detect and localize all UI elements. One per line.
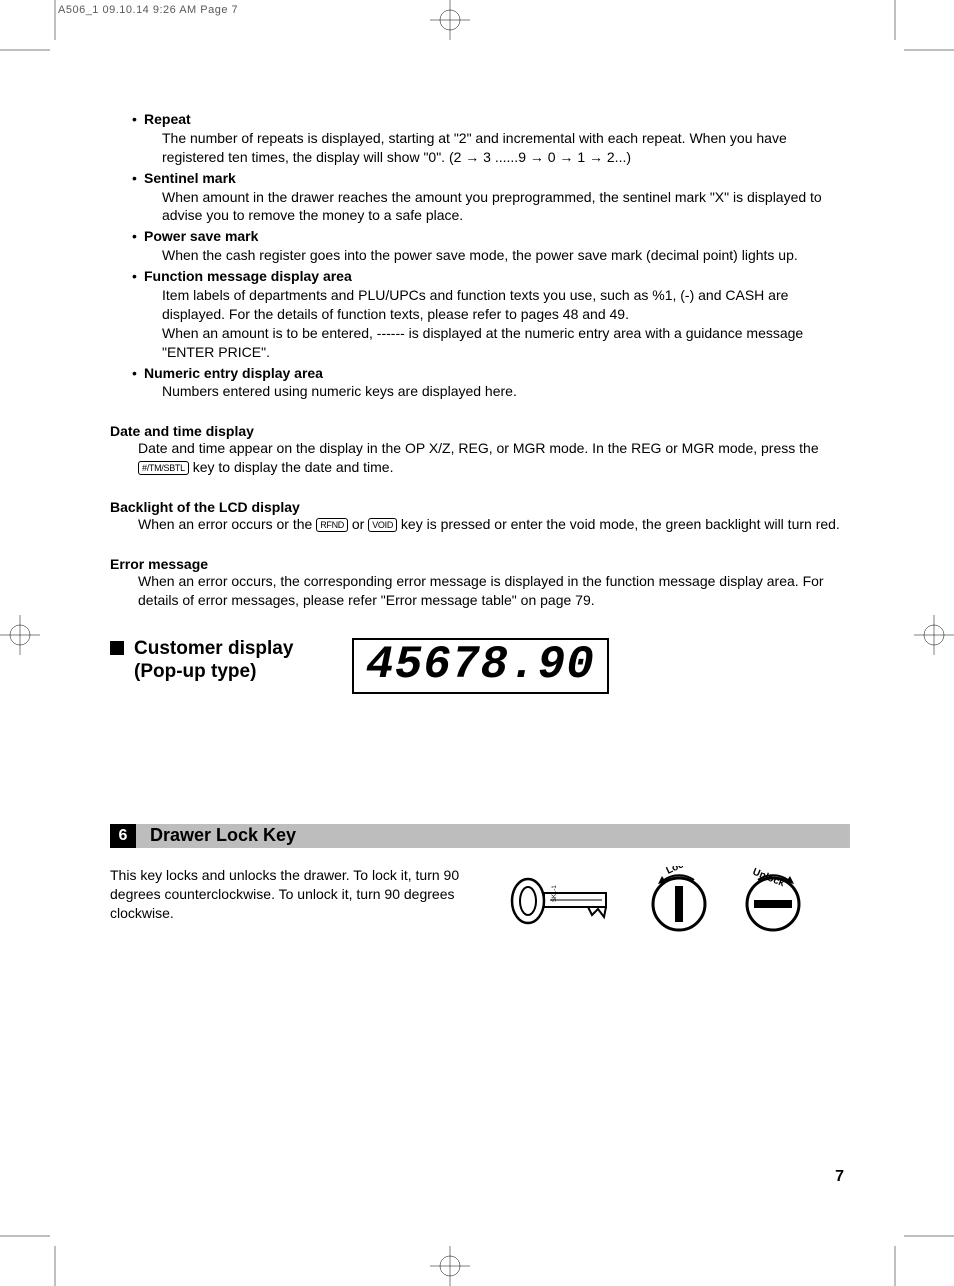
key-void: VOID bbox=[368, 518, 397, 532]
section6-body: This key locks and unlocks the drawer. T… bbox=[110, 866, 480, 936]
bullet-powersave-title: Power save mark bbox=[144, 228, 258, 244]
bullet-sentinel-body: When amount in the drawer reaches the am… bbox=[110, 188, 850, 226]
customer-display-title: Customer display bbox=[110, 638, 320, 661]
bullet-sentinel-title: Sentinel mark bbox=[144, 170, 236, 186]
section-title: Drawer Lock Key bbox=[150, 825, 296, 846]
datetime-body: Date and time appear on the display in t… bbox=[110, 439, 850, 477]
customer-display-subtitle: (Pop-up type) bbox=[110, 661, 320, 684]
bullet-func-title: Function message display area bbox=[144, 268, 352, 284]
datetime-title: Date and time display bbox=[110, 423, 850, 439]
lock-icon: Lock bbox=[644, 866, 714, 936]
bullet-powersave-body: When the cash register goes into the pow… bbox=[110, 246, 850, 265]
bullet-numeric-title: Numeric entry display area bbox=[144, 365, 323, 381]
error-title: Error message bbox=[110, 556, 850, 572]
section-6: 6 Drawer Lock Key This key locks and unl… bbox=[110, 824, 850, 936]
register-mark-right bbox=[914, 615, 954, 655]
square-icon bbox=[110, 641, 124, 655]
unlock-icon: Unlock bbox=[738, 866, 808, 936]
backlight-title: Backlight of the LCD display bbox=[110, 499, 850, 515]
bullet-numeric-body: Numbers entered using numeric keys are d… bbox=[110, 382, 850, 401]
key-tmsbtl: #/TM/SBTL bbox=[138, 461, 189, 475]
lcd-display: 45678.90 bbox=[352, 638, 609, 694]
svg-text:SK1-1: SK1-1 bbox=[552, 884, 558, 901]
backlight-body: When an error occurs or the RFND or VOID… bbox=[110, 515, 850, 534]
section-number: 6 bbox=[110, 824, 136, 848]
page-number: 7 bbox=[835, 1168, 844, 1186]
error-body: When an error occurs, the corresponding … bbox=[110, 572, 850, 610]
bullet-repeat-title: Repeat bbox=[144, 111, 191, 127]
register-mark-bottom bbox=[430, 1246, 470, 1286]
bullet-func-body2: When an amount is to be entered, ------ … bbox=[110, 324, 850, 362]
key-rfnd: RFND bbox=[316, 518, 348, 532]
print-header: A506_1 09.10.14 9:26 AM Page 7 bbox=[58, 4, 238, 16]
bullet-repeat-body: The number of repeats is displayed, star… bbox=[110, 129, 850, 167]
key-icon: SK1-1 bbox=[510, 871, 620, 931]
register-mark-top bbox=[430, 0, 470, 40]
page-content: •Repeat The number of repeats is display… bbox=[110, 110, 850, 936]
register-mark-left bbox=[0, 615, 40, 655]
bullet-func-body: Item labels of departments and PLU/UPCs … bbox=[110, 286, 850, 324]
